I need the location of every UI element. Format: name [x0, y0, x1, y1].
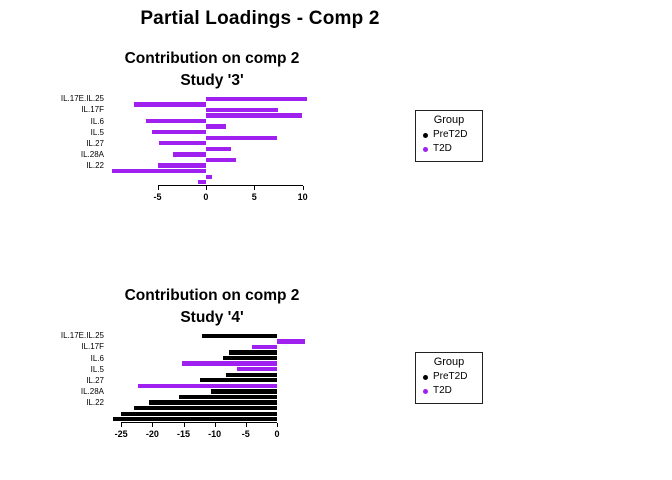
x-axis-line: [121, 422, 277, 423]
y-axis-label: IL.27: [86, 375, 104, 385]
bar: [225, 372, 277, 377]
bar: [229, 350, 277, 355]
bar: [145, 118, 206, 124]
chart1-subtitle: Study '3': [180, 72, 244, 89]
x-axis-tick: [121, 423, 123, 427]
y-axis-label: IL.22: [86, 161, 104, 170]
chart2-title: Contribution on comp 2: [124, 287, 300, 304]
x-axis-tick: [152, 423, 154, 427]
bar: [205, 157, 236, 163]
y-axis-label: IL.17F: [81, 342, 104, 352]
t2d-dot-icon: [423, 146, 428, 152]
x-tick-label: 0: [274, 429, 280, 439]
bar: [138, 383, 277, 389]
y-axis-label: IL.5: [90, 364, 104, 374]
bar: [222, 355, 277, 361]
x-tick-label: 0: [203, 192, 209, 202]
legend-item-t2d: T2D: [416, 144, 482, 154]
x-axis-tick: [157, 186, 159, 190]
bar: [182, 361, 277, 366]
legend-item-label: PreT2D: [433, 129, 468, 140]
bar: [134, 405, 277, 411]
bar: [200, 378, 277, 383]
x-tick-label: -10: [208, 429, 222, 439]
x-tick-label: -5: [153, 192, 162, 202]
bar: [205, 174, 212, 179]
x-tick-label: -25: [114, 429, 128, 439]
legend-item-t2d: T2D: [416, 386, 482, 396]
bar: [210, 389, 277, 394]
legend-item-label: T2D: [433, 385, 452, 396]
y-axis-label: IL.28A: [80, 149, 104, 159]
bar: [112, 417, 277, 422]
x-axis-tick: [245, 423, 247, 427]
bar: [134, 102, 206, 107]
t2d-dot-icon: [423, 388, 428, 394]
bar: [198, 180, 206, 185]
legend-group-chart1: Group PreT2D T2D: [415, 110, 483, 162]
x-axis-tick: [205, 186, 207, 190]
x-axis-tick: [254, 186, 256, 190]
pret2d-dot-icon: [423, 374, 428, 380]
bar: [205, 146, 232, 152]
legend-title: Group: [433, 114, 465, 126]
legend-item-label: PreT2D: [433, 371, 468, 382]
y-axis-label: IL.22: [86, 398, 104, 407]
y-axis-label: IL.17F: [81, 105, 104, 115]
bar: [277, 339, 305, 344]
bar: [202, 333, 277, 338]
bar: [158, 163, 206, 168]
bar: [252, 344, 277, 350]
bar: [205, 96, 307, 101]
legend-group-chart2: Group PreT2D T2D: [415, 352, 483, 404]
bar: [173, 152, 206, 157]
bar: [205, 135, 277, 140]
y-axis-label: IL.6: [90, 116, 104, 126]
pret2d-dot-icon: [423, 132, 428, 138]
y-axis-label: IL.17E.IL.25: [60, 331, 104, 341]
legend-item-label: T2D: [433, 143, 452, 154]
figure-title: Partial Loadings - Comp 2: [140, 8, 380, 29]
bar: [159, 141, 206, 146]
chart1-title: Contribution on comp 2: [124, 50, 300, 67]
x-axis-tick: [183, 423, 185, 427]
x-axis-line: [157, 185, 303, 186]
y-axis-label: IL.28A: [80, 386, 104, 396]
chart2-subtitle: Study '4': [180, 309, 244, 326]
y-axis-label: IL.17E.IL.25: [60, 94, 104, 104]
y-axis-label: IL.27: [86, 138, 104, 148]
legend-item-pret2d: PreT2D: [416, 372, 482, 382]
x-tick-label: 5: [251, 192, 257, 202]
bar: [149, 400, 277, 405]
bar: [178, 394, 277, 400]
y-axis-label: IL.5: [90, 127, 104, 137]
x-tick-label: 10: [297, 192, 308, 202]
x-axis-tick: [302, 186, 304, 190]
bar: [205, 107, 278, 113]
x-axis-tick: [214, 423, 216, 427]
x-tick-label: -5: [241, 429, 250, 439]
bar: [121, 411, 277, 416]
bar: [205, 113, 302, 118]
legend-item-pret2d: PreT2D: [416, 130, 482, 140]
x-tick-label: -20: [145, 429, 159, 439]
bar: [205, 124, 227, 129]
x-tick-label: -15: [176, 429, 190, 439]
bar: [111, 168, 206, 174]
legend-title: Group: [433, 356, 465, 368]
y-axis-label: IL.6: [90, 353, 104, 363]
bar: [151, 130, 206, 135]
bar: [237, 367, 277, 372]
x-axis-tick: [277, 423, 278, 427]
